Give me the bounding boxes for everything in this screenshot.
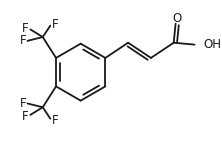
Text: O: O [172, 12, 181, 26]
Text: F: F [20, 34, 26, 47]
Text: F: F [22, 22, 29, 35]
Text: F: F [20, 97, 26, 110]
Text: F: F [22, 110, 29, 123]
Text: F: F [52, 114, 58, 127]
Text: F: F [52, 18, 58, 31]
Text: OH: OH [203, 38, 221, 51]
